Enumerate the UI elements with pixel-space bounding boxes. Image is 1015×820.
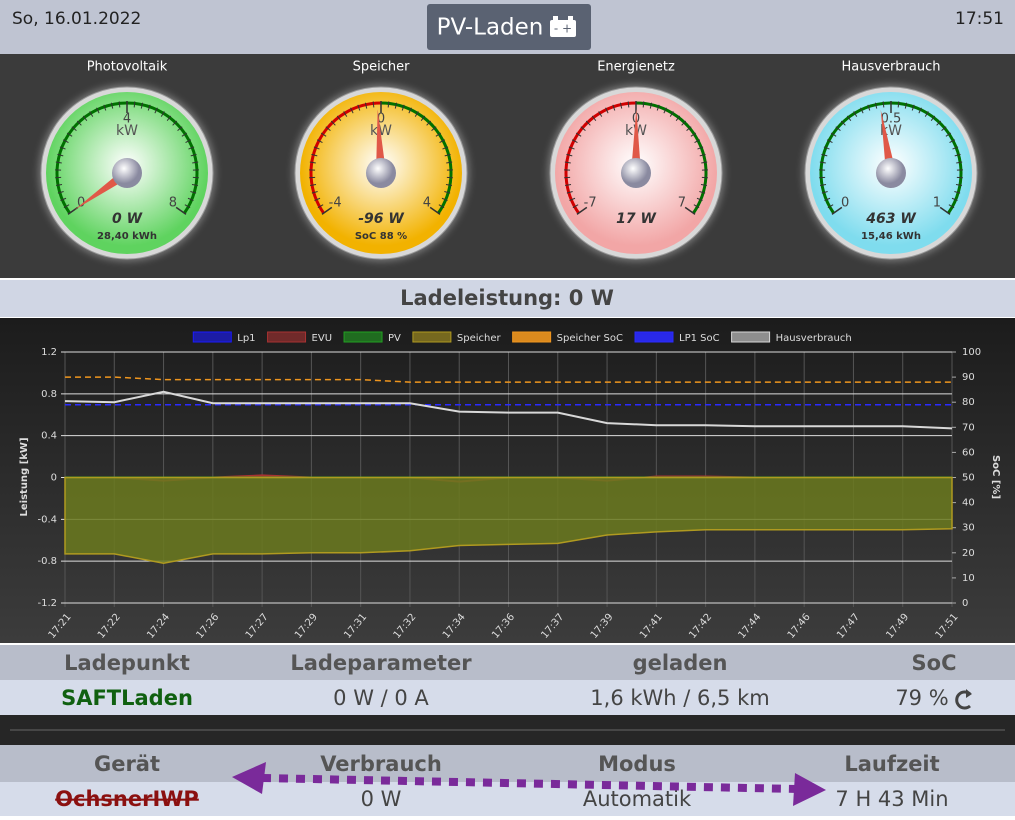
charge-point-name[interactable]: SAFTLaden — [61, 686, 193, 710]
gauge-tick-label: 4 — [423, 196, 431, 211]
gauge-hub — [366, 158, 396, 188]
gauge-hub — [112, 158, 142, 188]
svg-text:- +: - + — [554, 22, 572, 36]
y-tick-label: -1.2 — [37, 598, 57, 609]
legend-swatch — [193, 332, 231, 342]
y-tick-label: 0 — [51, 473, 57, 484]
legend-swatch — [635, 332, 673, 342]
y-axis-label: Leistung [kW] — [19, 437, 30, 516]
table-header: geladen — [633, 651, 728, 675]
table-header: Ladeparameter — [290, 651, 472, 675]
gauge-hub — [876, 158, 906, 188]
table-cell: 7 H 43 Min — [835, 787, 948, 811]
gauge-tick-label: 0 — [841, 196, 849, 211]
table-cell: 0 W / 0 A — [333, 686, 429, 710]
gauge-info: 15,46 kWh — [861, 231, 921, 242]
gauge-title: Speicher — [353, 60, 410, 75]
date: So, 16.01.2022 — [12, 9, 141, 29]
y-tick-label: 1.2 — [41, 347, 57, 358]
gauge-title: Hausverbrauch — [842, 60, 941, 75]
legend-swatch — [413, 332, 451, 342]
gauge-info: SoC 88 % — [355, 231, 407, 242]
gauge-title: Energienetz — [597, 60, 675, 75]
gauge-power: 0 W — [112, 211, 143, 227]
gauge-minor-tick — [134, 101, 135, 107]
gauge-tick-label: 7 — [678, 196, 686, 211]
legend-label: PV — [388, 333, 401, 344]
y2-tick-label: 50 — [962, 473, 975, 484]
legend-label: Hausverbrauch — [776, 333, 852, 344]
table-header: Modus — [598, 752, 676, 776]
y2-tick-label: 60 — [962, 447, 975, 458]
y2-tick-label: 30 — [962, 523, 975, 534]
charging-power: Ladeleistung: 0 W — [400, 286, 614, 310]
y-tick-label: 0.4 — [41, 431, 57, 442]
table-cell: 0 W — [361, 787, 402, 811]
gauge-tick-label: 8 — [169, 196, 177, 211]
legend-swatch — [513, 332, 551, 342]
gauge-minor-tick — [119, 101, 120, 107]
table-header: Verbrauch — [320, 752, 442, 776]
table-header: Gerät — [94, 752, 160, 776]
device-name[interactable]: OchsnerIWP — [55, 787, 199, 811]
y-tick-label: -0.8 — [37, 556, 57, 567]
table-cell: 79 % — [895, 686, 948, 710]
y2-tick-label: 80 — [962, 397, 975, 408]
y-tick-label: 0.8 — [41, 389, 57, 400]
table-cell: 1,6 kWh / 6,5 km — [590, 686, 769, 710]
y-tick-label: -0.4 — [37, 514, 57, 525]
gauge-minor-tick — [373, 101, 374, 107]
time: 17:51 — [955, 9, 1004, 29]
y2-tick-label: 90 — [962, 372, 975, 383]
legend-label: Lp1 — [237, 333, 255, 344]
gauge-minor-tick — [898, 101, 899, 107]
legend-label: Speicher — [457, 333, 502, 344]
y2-tick-label: 10 — [962, 573, 975, 584]
gauge-info: 28,40 kWh — [97, 231, 157, 242]
gauge-power: -96 W — [358, 211, 404, 227]
gauge-minor-tick — [388, 101, 389, 107]
y2-tick-label: 100 — [962, 347, 981, 358]
gauge-hub — [621, 158, 651, 188]
legend-swatch — [344, 332, 382, 342]
y2-tick-label: 70 — [962, 422, 975, 433]
gauge-minor-tick — [883, 101, 884, 107]
gauge-power: 463 W — [865, 211, 916, 227]
page-title[interactable]: PV-Laden — [437, 15, 544, 41]
gauge-unit: kW — [116, 123, 138, 139]
legend-label: Speicher SoC — [557, 333, 623, 344]
table-header: Laufzeit — [844, 752, 939, 776]
legend-label: LP1 SoC — [679, 333, 720, 344]
legend-swatch — [268, 332, 306, 342]
gauge-tick-label: -7 — [584, 196, 597, 211]
gauge-power: 17 W — [616, 211, 656, 227]
y2-tick-label: 20 — [962, 548, 975, 559]
legend-swatch — [732, 332, 770, 342]
y2-axis-label: SoC [%] — [990, 455, 1001, 499]
y2-tick-label: 40 — [962, 498, 975, 509]
table-cell: Automatik — [583, 787, 692, 811]
gauge-minor-tick — [628, 101, 629, 107]
table-header: Ladepunkt — [64, 651, 190, 675]
legend-label: EVU — [312, 333, 332, 344]
table-header: SoC — [912, 651, 957, 675]
gauge-tick-label: 1 — [933, 196, 941, 211]
y2-tick-label: 0 — [962, 598, 968, 609]
gauge-minor-tick — [643, 101, 644, 107]
gauge-tick-label: -4 — [329, 196, 342, 211]
gauge-title: Photovoltaik — [87, 60, 168, 75]
